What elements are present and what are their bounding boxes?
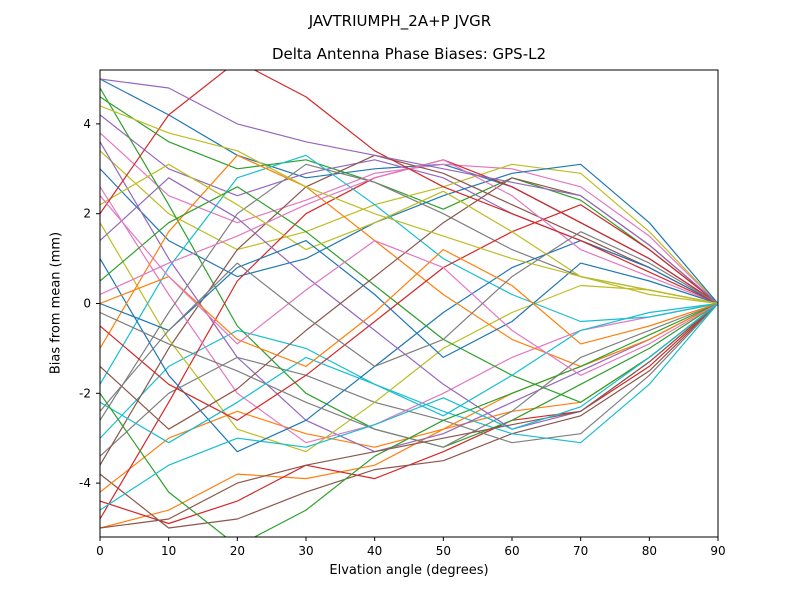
x-tick-label: 10 bbox=[161, 544, 176, 558]
bias-line-s37 bbox=[100, 195, 718, 376]
bias-line-s06 bbox=[100, 303, 718, 529]
bias-line-s29 bbox=[100, 163, 718, 305]
y-tick-label: 0 bbox=[83, 297, 91, 311]
bias-line-s25 bbox=[100, 177, 718, 430]
figure-title: JAVTRIUMPH_2A+P JVGR bbox=[308, 12, 492, 30]
axis-tick-labels: 0 10 20 30 40 50 60 70 80 90 -4 -2 0 2 4 bbox=[79, 117, 726, 558]
y-tick-label: -2 bbox=[79, 386, 91, 400]
bias-line-s10 bbox=[100, 303, 718, 444]
bias-line-s03 bbox=[100, 96, 718, 304]
bias-line-s26 bbox=[100, 177, 718, 430]
bias-line-s39 bbox=[100, 105, 718, 305]
x-tick-label: 40 bbox=[367, 544, 382, 558]
bias-line-s34 bbox=[100, 70, 718, 305]
x-tick-label: 70 bbox=[573, 544, 588, 558]
y-tick-label: 2 bbox=[83, 207, 91, 221]
bias-line-s33 bbox=[100, 302, 718, 537]
axis-ticks bbox=[96, 123, 719, 541]
bias-line-s20 bbox=[100, 154, 718, 385]
bias-line-s32 bbox=[100, 249, 718, 367]
bias-lines-group bbox=[100, 70, 718, 537]
bias-line-s11 bbox=[100, 163, 718, 304]
axes-border bbox=[99, 69, 719, 538]
bias-line-s22 bbox=[100, 154, 718, 367]
axes-title: Delta Antenna Phase Biases: GPS-L2 bbox=[271, 45, 547, 63]
bias-line-s31 bbox=[100, 240, 718, 358]
bias-line-s24 bbox=[100, 204, 718, 421]
bias-line-s36 bbox=[100, 303, 718, 529]
x-tick-label: 60 bbox=[504, 544, 519, 558]
x-tick-label: 50 bbox=[436, 544, 451, 558]
bias-line-s17 bbox=[100, 186, 718, 444]
bias-line-s23 bbox=[100, 186, 718, 403]
x-tick-label: 20 bbox=[230, 544, 245, 558]
y-tick-label: 4 bbox=[83, 117, 91, 131]
bias-line-s21 bbox=[100, 240, 718, 453]
x-axis-label: Elvation angle (degrees) bbox=[329, 563, 489, 578]
x-tick-label: 90 bbox=[710, 544, 725, 558]
bias-line-s09 bbox=[100, 150, 718, 304]
bias-line-s40 bbox=[100, 303, 718, 511]
x-tick-label: 80 bbox=[642, 544, 657, 558]
y-tick-label: -4 bbox=[79, 476, 91, 490]
bias-line-s19 bbox=[100, 222, 718, 453]
bias-line-s04 bbox=[100, 303, 718, 525]
x-tick-label: 0 bbox=[96, 544, 104, 558]
bias-line-s38 bbox=[100, 231, 718, 412]
bias-line-s30 bbox=[100, 302, 718, 444]
bias-line-s35 bbox=[100, 78, 718, 304]
x-tick-label: 30 bbox=[298, 544, 313, 558]
